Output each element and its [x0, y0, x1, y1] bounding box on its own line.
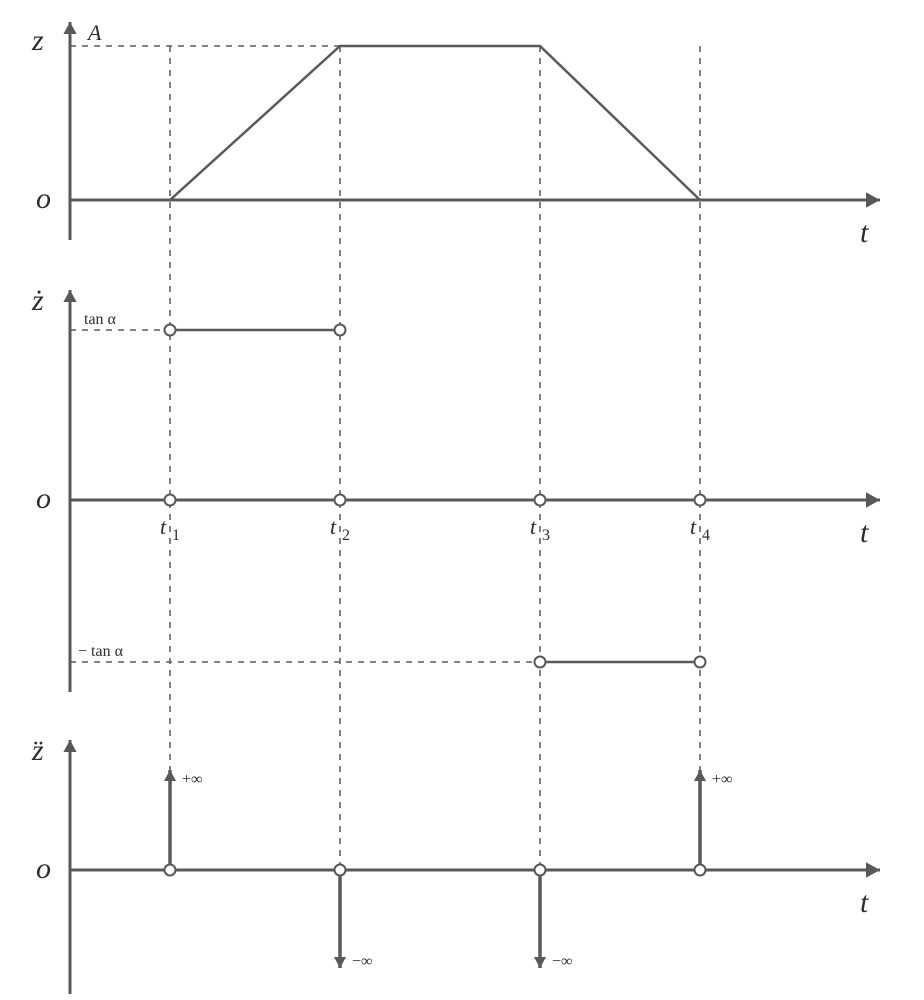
svg-text:z: z [31, 24, 44, 57]
svg-text:3: 3 [542, 527, 550, 544]
svg-text:t: t [530, 514, 537, 539]
derivative-diagram: zotAżottan α− tan αt1t2t3t4+∞+∞−∞−∞z̈ot [0, 0, 924, 1000]
svg-text:− tan α: − tan α [78, 643, 124, 660]
svg-text:+∞: +∞ [712, 771, 732, 788]
svg-text:o: o [36, 182, 51, 215]
svg-text:4: 4 [702, 527, 710, 544]
svg-text:t: t [860, 216, 869, 249]
svg-text:−∞: −∞ [352, 953, 372, 970]
svg-text:−∞: −∞ [552, 953, 572, 970]
svg-text:t: t [330, 514, 337, 539]
svg-text:t: t [860, 516, 869, 549]
svg-text:t: t [160, 514, 167, 539]
svg-text:t: t [690, 514, 697, 539]
svg-text:o: o [36, 482, 51, 515]
svg-text:A: A [86, 20, 102, 45]
svg-text:z̈: z̈ [31, 734, 44, 767]
svg-text:tan α: tan α [84, 311, 117, 328]
svg-text:o: o [36, 852, 51, 885]
svg-text:1: 1 [172, 527, 180, 544]
svg-text:2: 2 [342, 527, 350, 544]
svg-text:+∞: +∞ [182, 771, 202, 788]
svg-text:t: t [860, 886, 869, 919]
svg-text:ż: ż [31, 284, 44, 317]
